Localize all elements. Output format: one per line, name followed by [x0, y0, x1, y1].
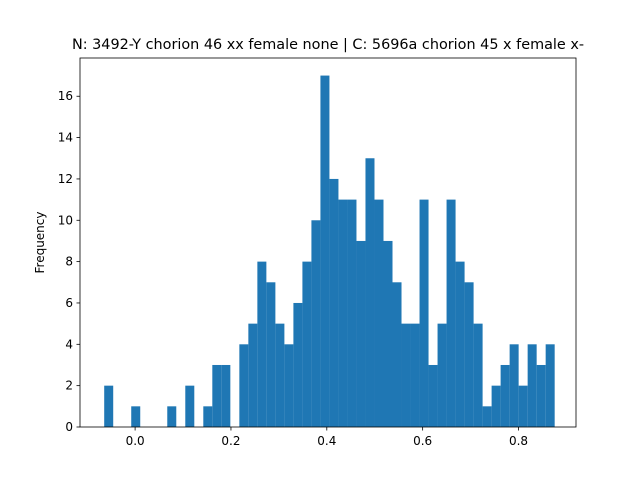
histogram-bar	[239, 344, 249, 427]
y-axis-label: Frequency	[33, 212, 47, 274]
histogram-bar	[383, 240, 393, 427]
histogram-bar	[455, 261, 465, 427]
histogram-bar	[518, 385, 528, 427]
histogram-bar	[509, 344, 519, 427]
histogram-bar	[257, 261, 267, 427]
y-tick-label: 12	[58, 172, 73, 186]
histogram-bar	[365, 158, 375, 427]
histogram-bar	[428, 364, 438, 427]
x-tick-label: 0.2	[221, 434, 240, 448]
histogram-bar	[347, 199, 357, 427]
histogram-bar	[545, 344, 555, 427]
y-tick-label: 6	[65, 296, 73, 310]
histogram-bar	[464, 282, 474, 427]
histogram-bar	[221, 364, 231, 427]
histogram-bar	[302, 261, 312, 427]
bars-group	[104, 75, 555, 428]
histogram-bar	[311, 220, 321, 427]
histogram-bar	[203, 406, 213, 427]
histogram-bar	[437, 323, 447, 427]
histogram-bar	[401, 323, 411, 427]
histogram-bar	[419, 199, 429, 427]
histogram-bar	[374, 199, 384, 427]
histogram-bar	[482, 406, 492, 427]
y-tick-label: 14	[58, 131, 73, 145]
y-tick-label: 4	[65, 337, 73, 351]
x-tick-label: 0.8	[509, 434, 528, 448]
y-tick-label: 8	[65, 255, 73, 269]
histogram-bar	[185, 385, 195, 427]
x-tick-label: 0.0	[126, 434, 145, 448]
histogram-bar	[491, 385, 501, 427]
histogram-bar	[338, 199, 348, 427]
plot-frame	[79, 57, 577, 428]
histogram-bar	[131, 406, 141, 427]
y-tick-label: 16	[58, 89, 73, 103]
histogram-bar	[266, 282, 276, 427]
histogram-bar	[293, 302, 303, 427]
histogram-bar	[320, 75, 330, 428]
histogram-bar	[104, 385, 114, 427]
histogram-bar	[500, 364, 510, 427]
histogram-bar	[473, 323, 483, 427]
y-tick-label: 2	[65, 379, 73, 393]
histogram-bar	[212, 364, 222, 427]
y-tick-label: 10	[58, 213, 73, 227]
histogram-bar	[392, 282, 402, 427]
histogram-bar	[329, 178, 339, 427]
x-tick-label: 0.4	[317, 434, 336, 448]
x-tick-label: 0.6	[413, 434, 432, 448]
histogram-bar	[356, 240, 366, 427]
y-tick-label: 0	[65, 420, 73, 434]
histogram-bar	[248, 323, 258, 427]
y-axis: 0 2 4 6 8 10 12 14 16	[58, 89, 80, 434]
histogram-bar	[284, 344, 294, 427]
histogram-bar	[275, 323, 285, 427]
histogram-bar	[446, 199, 456, 427]
histogram-bar	[527, 344, 537, 427]
chart-title: N: 3492-Y chorion 46 xx female none | C:…	[72, 37, 584, 53]
x-axis: 0.0 0.2 0.4 0.6 0.8	[126, 427, 528, 448]
histogram-bar	[536, 364, 546, 427]
histogram-bar	[410, 323, 420, 427]
histogram-bar	[167, 406, 177, 427]
